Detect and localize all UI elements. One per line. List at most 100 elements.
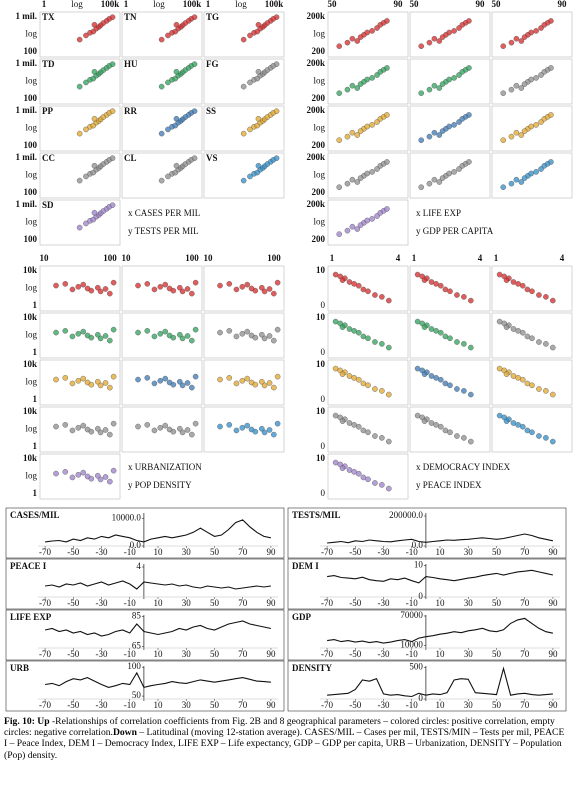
scatter-point [184,380,191,386]
scatter-point [179,429,186,436]
y-axis-label: 10 [316,453,326,463]
x-tick-label: 70 [520,547,530,557]
y-tick-label: 10 [414,560,424,570]
scatter-point [461,294,467,300]
x-tick-label: 50 [492,649,502,659]
scatter-point [176,378,183,385]
scatter-point [496,412,503,419]
x-tick-label: -30 [96,700,108,710]
scatter-point [252,287,259,294]
scatter-point [336,137,343,143]
x-tick-label: 90 [548,700,558,710]
x-tick-label: -10 [406,700,418,710]
y-variable-label: y POP DENSITY [128,480,192,490]
panel-frame [121,152,203,199]
x-axis-label: 90 [394,0,404,9]
scatter-point [83,32,89,39]
scatter-point [162,281,169,288]
panel-frame [121,58,203,105]
scatter-point [217,282,223,289]
panel-label: SD [42,200,54,210]
scatter-point [76,224,83,231]
scatter-point [513,129,520,136]
scatter-point [418,43,425,49]
scatter-point [447,429,453,436]
panel-frame [409,152,491,199]
x-axis-label: 90 [476,0,486,9]
scatter-point [170,334,177,341]
x-axis-label: 1 [206,0,211,9]
scatter-point [346,279,353,285]
x-tick-label: -10 [406,547,418,557]
x-tick-label: -30 [378,547,390,557]
scatter-point [170,381,177,388]
scatter-point [332,459,339,466]
scatter-point [109,108,116,114]
scatter-point [339,277,346,283]
scatter-point [364,170,370,177]
scatter-point [62,375,69,381]
scatter-point [536,292,542,298]
scatter-point [454,292,460,298]
scatter-point [503,277,510,283]
x-tick-label: 30 [464,700,474,710]
scatter-point [176,331,183,338]
scatter-point [529,429,535,436]
x-tick-label: -30 [96,598,108,608]
scatter-point [344,227,351,234]
scatter-point [533,169,539,175]
scatter-point [447,382,453,389]
scatter-point [346,373,353,379]
scatter-point [372,480,378,486]
scatter-point [466,65,472,71]
x-tick-label: -10 [124,598,136,608]
scatter-point [266,380,273,386]
scatter-point [437,282,444,289]
y-axis-label: 10 [316,406,326,416]
scatter-point [386,344,392,351]
scatter-point [261,429,268,436]
x-tick-label: 30 [182,547,192,557]
scatter-point [360,286,367,293]
scatter-point [144,375,151,381]
line-chart-frame [287,558,567,610]
scatter-point [442,427,449,434]
scatter-point [500,43,507,49]
scatter-point [239,377,246,384]
scatter-point [548,112,554,118]
scatter-point [496,318,503,325]
scatter-point [94,331,101,338]
scatter-point [170,428,177,435]
scatter-point [102,474,109,480]
y-axis-label: 10 [316,312,326,322]
scatter-point [339,465,346,471]
scatter-point [97,288,104,295]
panel-frame [203,58,285,105]
scatter-point [414,271,421,278]
scatter-point [233,380,240,387]
scatter-point [550,391,556,398]
x-tick-label: 70 [238,700,248,710]
scatter-point [454,433,460,439]
scatter-point [273,108,280,114]
scatter-point [192,279,199,286]
scatter-point [439,175,446,181]
scatter-point [414,318,421,325]
scatter-point [510,326,517,332]
scatter-point [258,331,265,338]
scatter-point [426,180,433,187]
scatter-point [372,386,378,392]
scatter-point [466,18,472,24]
x-tick-label: -70 [321,649,333,659]
y-axis-label: 200 [312,140,326,150]
scatter-point [436,38,443,44]
scatter-point [189,337,195,344]
panel-label: PP [42,106,53,116]
scatter-point [217,376,223,383]
x-tick-label: 10 [154,649,164,659]
scatter-point [110,326,117,333]
scatter-point [360,380,367,387]
scatter-point [151,427,158,434]
scatter-point [135,329,141,336]
scatter-point [332,318,339,325]
